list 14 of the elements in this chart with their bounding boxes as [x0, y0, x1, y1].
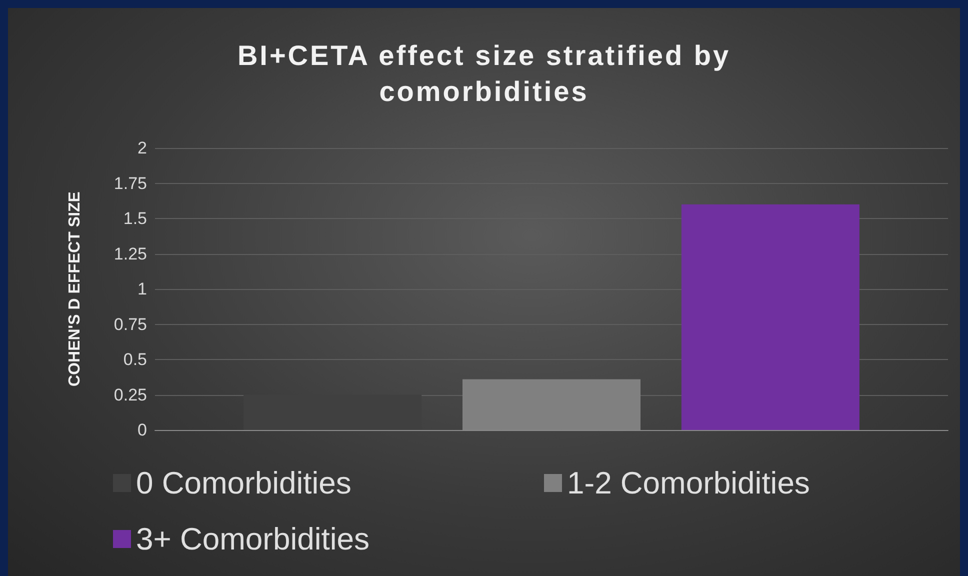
y-tick-label: 0.5 [123, 350, 147, 369]
y-tick-label: 1.75 [114, 174, 147, 193]
y-tick-label: 1 [138, 280, 147, 298]
legend-label: 1-2 Comorbidities [567, 466, 810, 500]
chart-title: BI+CETA effect size stratified by comorbidities [236, 39, 732, 109]
y-tick-label: 2 [138, 138, 147, 158]
legend-label: 3+ Comorbidities [136, 522, 370, 556]
y-tick-label: 0.75 [114, 314, 147, 334]
y-tick-label: 0 [138, 420, 147, 440]
y-tick-label: 0.25 [114, 385, 147, 404]
legend-label: 0 Comorbidities [136, 466, 352, 500]
y-axis-title: COHEN'S D EFFECT SIZE [66, 191, 84, 386]
y-tick-label: 1.5 [123, 209, 147, 228]
y-tick-label: 1.25 [114, 244, 147, 264]
